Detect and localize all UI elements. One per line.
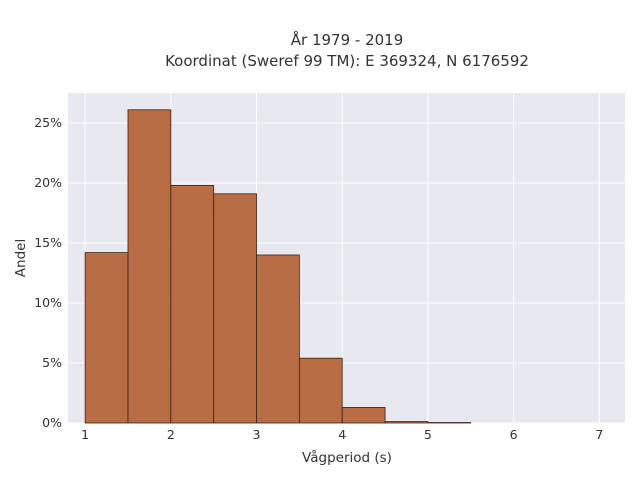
histogram-bar [298,357,343,424]
y-tick-label: 15% [34,235,62,250]
x-tick-label: 7 [595,427,603,442]
x-tick-label: 1 [81,427,89,442]
histogram-bar [256,254,300,424]
histogram-bar [341,406,386,424]
y-axis-label: Andel [13,239,29,277]
chart-subtitle: Koordinat (Sweref 99 TM): E 369324, N 61… [165,52,529,70]
y-tick-label: 20% [34,175,62,190]
y-tick-label: 5% [42,355,62,370]
bars [84,109,472,424]
x-tick-label: 3 [253,427,261,442]
histogram-bar [213,193,257,424]
x-tick-label: 6 [510,427,518,442]
y-tick-label: 10% [34,295,62,310]
histogram-bar [384,421,429,424]
histogram-bar [84,252,129,424]
x-tick-label: 4 [338,427,346,442]
y-tick-label: 0% [42,415,62,430]
x-tick-label: 5 [424,427,432,442]
histogram-bar [127,109,172,424]
chart-title: År 1979 - 2019 [291,30,404,49]
y-tick-label: 25% [34,115,62,130]
x-axis-ticks: 1 2 3 4 5 6 7 [81,427,603,442]
x-axis-label: Vågperiod (s) [302,449,392,466]
histogram-bar [170,184,215,424]
y-axis-ticks: 0% 5% 10% 15% 20% 25% [34,115,62,430]
x-tick-label: 2 [167,427,175,442]
